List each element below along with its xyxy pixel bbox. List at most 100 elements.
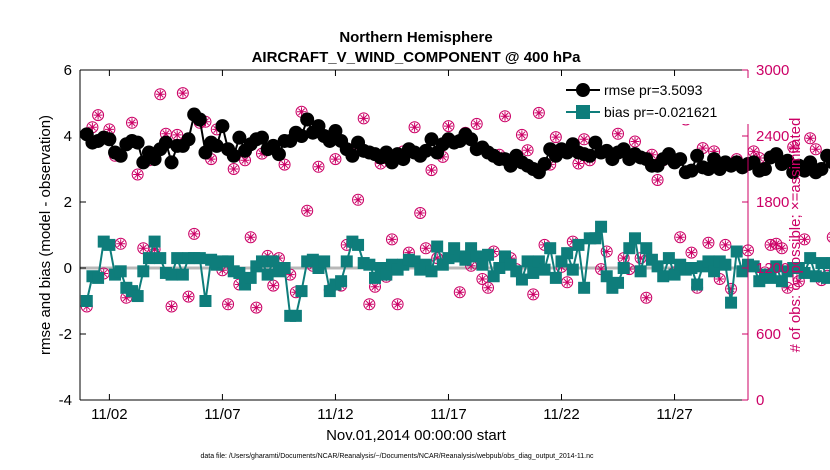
bias-point	[482, 248, 495, 261]
rmse-point	[780, 153, 795, 168]
obs-assimilated-marker	[438, 152, 448, 162]
rmse-point	[271, 147, 286, 162]
bias-point	[662, 252, 675, 265]
bias-point	[340, 255, 353, 268]
obs-possible-marker	[250, 301, 263, 314]
obs-assimilated-marker	[285, 270, 295, 280]
obs-possible-marker	[685, 246, 698, 259]
obs-assimilated-marker	[800, 234, 809, 244]
data-file-footnote: data file: /Users/gharamti/Documents/NCA…	[200, 453, 594, 460]
legend: rmse pr=3.5093 bias pr=-0.021621	[560, 78, 750, 124]
obs-assimilated-marker	[178, 88, 188, 98]
bias-point	[747, 260, 760, 273]
bias-point	[561, 247, 574, 260]
bias-point	[171, 252, 184, 265]
obs-assimilated-marker	[240, 155, 250, 165]
obs-count-point	[425, 164, 438, 177]
obs-count-point	[278, 158, 291, 171]
bias-point	[775, 275, 788, 288]
obs-count-point	[131, 168, 144, 181]
obs-assimilated-marker	[268, 281, 278, 291]
y-left-tick-label: 0	[64, 260, 72, 277]
bias-point	[515, 273, 528, 286]
obs-possible-marker	[775, 242, 788, 255]
obs-possible-marker	[165, 300, 178, 313]
rmse-point	[684, 163, 699, 178]
y-right-tick-label: 1800	[756, 194, 789, 211]
rmse-point	[294, 129, 309, 143]
obs-count-point	[612, 127, 625, 140]
obs-assimilated-marker	[675, 232, 685, 242]
obs-assimilated-marker	[104, 124, 114, 134]
y-right-tick-label: 0	[756, 392, 764, 409]
rmse-point	[424, 132, 439, 147]
obs-assimilated-marker	[314, 162, 323, 172]
rmse-point	[673, 152, 688, 167]
rmse-point	[192, 112, 207, 127]
rmse-point	[215, 119, 230, 134]
y-right-tick-label: 2400	[756, 128, 789, 145]
obs-assimilated-marker	[771, 239, 781, 249]
obs-assimilated-marker	[709, 146, 719, 156]
obs-count-point	[114, 237, 127, 250]
bias-point	[261, 268, 274, 281]
obs-count-point	[804, 132, 817, 145]
bias-point	[651, 260, 664, 273]
obs-possible-marker	[414, 207, 427, 219]
obs-possible-marker	[442, 120, 455, 133]
obs-possible-marker	[92, 109, 105, 122]
bias-point	[278, 262, 291, 274]
obs-count-point	[702, 236, 715, 249]
obs-count-point	[685, 246, 698, 259]
obs-assimilated-marker	[579, 134, 589, 144]
obs-possible-marker	[719, 238, 732, 251]
bias-point	[617, 262, 630, 274]
bias-point	[476, 258, 489, 271]
obs-assimilated-marker	[353, 195, 363, 205]
legend-bias-marker	[576, 105, 590, 119]
bias-point	[510, 265, 523, 278]
obs-assimilated-marker	[613, 129, 623, 139]
y-right-tick-label: 600	[756, 326, 781, 343]
obs-count-point	[154, 88, 167, 101]
bias-point	[352, 238, 365, 251]
obs-count-point	[809, 143, 822, 156]
bias-point	[176, 268, 189, 281]
series-layer	[79, 107, 830, 322]
obs-assimilated-marker	[528, 289, 538, 299]
obs-count-point	[250, 301, 263, 314]
bias-point	[425, 265, 438, 278]
bias-point	[685, 262, 698, 274]
y-left-tick-label: 4	[64, 128, 72, 145]
bias-point	[589, 232, 602, 245]
bias-point	[595, 220, 608, 233]
legend-rmse-marker	[576, 83, 590, 97]
obs-count-point	[408, 121, 421, 134]
obs-assimilated-marker	[647, 150, 657, 160]
obs-count-point	[442, 120, 455, 133]
legend-box	[560, 78, 750, 124]
obs-assimilated-marker	[206, 154, 216, 164]
obs-count-point	[798, 233, 811, 246]
bias-point	[538, 263, 551, 276]
obs-possible-marker	[391, 298, 404, 311]
obs-assimilated-marker	[161, 129, 171, 139]
obs-assimilated-marker	[602, 247, 612, 256]
obs-assimilated-marker	[477, 274, 487, 284]
bias-point	[809, 270, 822, 283]
obs-count-point	[244, 231, 257, 244]
bias-point	[193, 252, 206, 265]
obs-possible-marker	[125, 116, 138, 129]
bias-point	[493, 262, 506, 274]
bias-point	[154, 252, 167, 265]
rmse-point	[158, 135, 173, 150]
bias-point	[572, 238, 585, 251]
bias-point	[527, 266, 540, 279]
chart-title: Northern Hemisphere	[339, 29, 492, 46]
obs-count-point	[414, 207, 427, 219]
obs-assimilated-marker	[703, 238, 713, 248]
obs-assimilated-marker	[297, 107, 306, 117]
bias-point	[566, 263, 579, 276]
bias-point	[92, 271, 105, 284]
obs-assimilated-marker	[794, 276, 804, 286]
